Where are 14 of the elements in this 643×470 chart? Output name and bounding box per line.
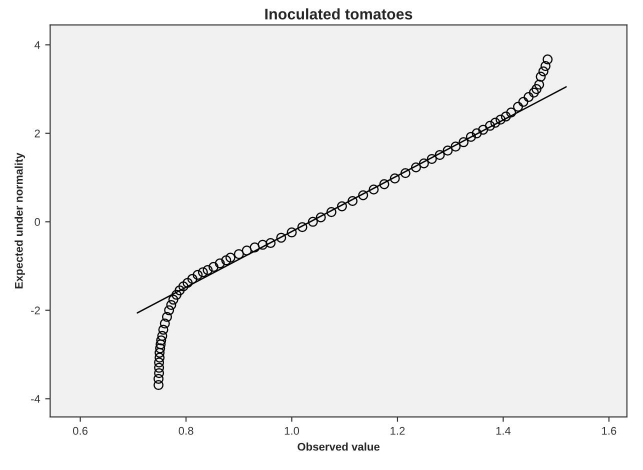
y-tick-label: 2: [34, 130, 40, 138]
x-tick-label: 1.0: [284, 426, 300, 435]
x-tick-label: 1.6: [602, 426, 616, 435]
x-axis-title: Observed value: [298, 442, 380, 451]
x-tick-label: 1.4: [496, 427, 511, 435]
chart-title: Inoculated tomatoes: [265, 8, 412, 20]
y-tick-label: 4: [34, 41, 40, 49]
y-tick-label: -4: [31, 395, 40, 403]
x-tick-label: 0.6: [73, 426, 88, 435]
y-axis-title: Expected under normality: [14, 152, 25, 288]
x-tick-label: 0.8: [178, 426, 194, 435]
x-tick-label: 1.2: [390, 426, 405, 435]
y-tick-label: 0: [34, 218, 40, 226]
y-tick-label: -2: [31, 306, 40, 314]
